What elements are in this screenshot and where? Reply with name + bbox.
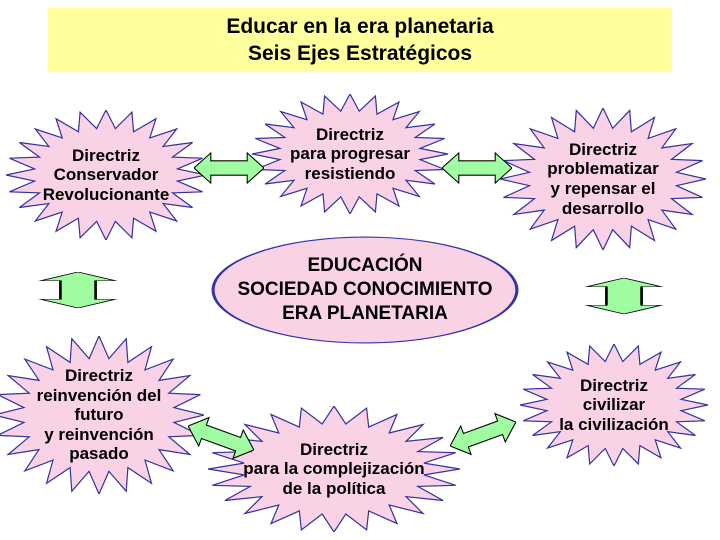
arrow-a2 [442, 150, 512, 186]
title-line1: Educar en la era planetaria [226, 13, 493, 40]
title-line2: Seis Ejes Estratégicos [248, 40, 472, 67]
node-text-problematizar: Directriz problematizar y repensar el de… [543, 136, 662, 222]
title-banner: Educar en la era planetaria Seis Ejes Es… [48, 8, 672, 72]
node-text-conservador: Directriz Conservador Revolucionante [39, 142, 174, 209]
node-reinvencion: Directriz reinvención del futuro y reinv… [0, 336, 204, 494]
node-progresar: Directriz para progresar resistiendo [252, 94, 448, 214]
node-text-civilizar: Directriz civilizar la civilización [555, 372, 673, 439]
node-complejizacion: Directriz para la complejización de la p… [208, 406, 460, 532]
node-conservador: Directriz Conservador Revolucionante [6, 110, 206, 240]
node-civilizar: Directriz civilizar la civilización [520, 344, 708, 466]
arrow-a4 [580, 278, 668, 314]
node-text-complejizacion: Directriz para la complejización de la p… [239, 436, 428, 503]
node-problematizar: Directriz problematizar y repensar el de… [500, 108, 706, 250]
center-text: EDUCACIÓN SOCIEDAD CONOCIMIENTO ERA PLAN… [237, 254, 492, 325]
arrow-a3 [34, 272, 122, 308]
node-text-reinvencion: Directriz reinvención del futuro y reinv… [33, 362, 166, 468]
node-text-progresar: Directriz para progresar resistiendo [286, 121, 414, 188]
center-ellipse: EDUCACIÓN SOCIEDAD CONOCIMIENTO ERA PLAN… [210, 236, 520, 344]
arrow-a1 [194, 150, 264, 186]
